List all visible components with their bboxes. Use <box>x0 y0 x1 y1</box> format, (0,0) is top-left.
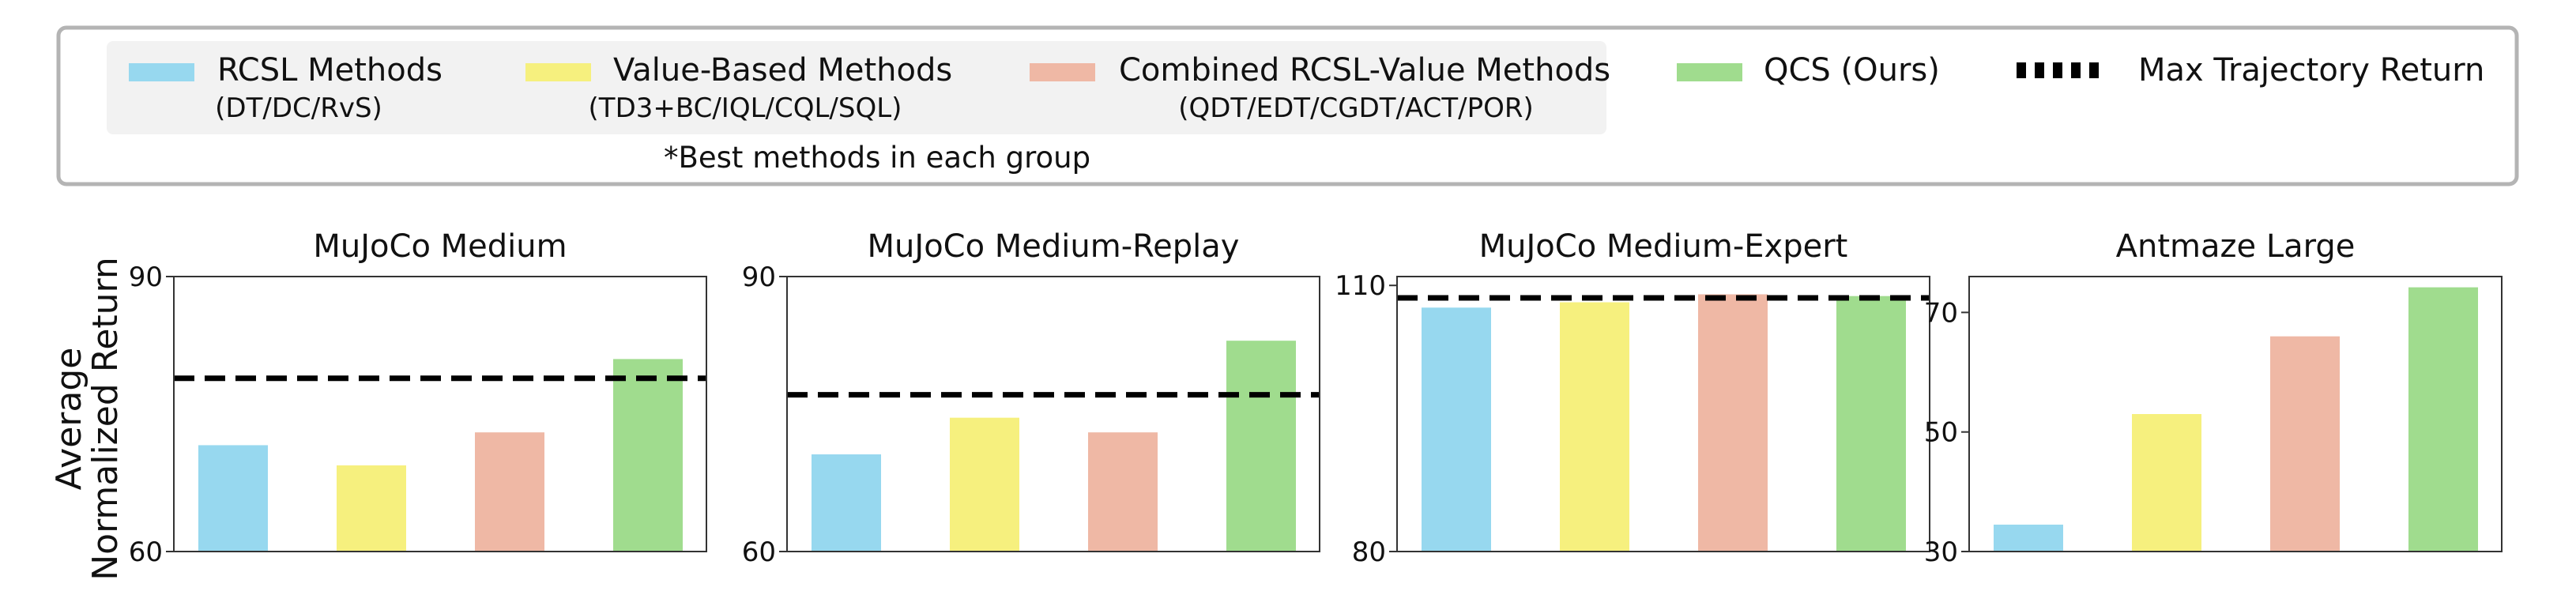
bar-combined <box>1088 432 1158 552</box>
legend-label-value: Value-Based Methods <box>613 52 952 88</box>
y-tick-label: 110 <box>1335 270 1386 302</box>
legend-swatch-rcsl <box>129 63 194 81</box>
y-tick-label: 60 <box>129 537 163 568</box>
plot-frame <box>1968 276 2503 552</box>
bar-value <box>1560 302 1629 552</box>
chart-panel-3: MuJoCo Medium-Expert 80 110 <box>1335 228 1930 568</box>
y-axis-label-line-1: Average <box>49 348 89 491</box>
y-axis-label: Average Normalized Return <box>49 257 126 581</box>
legend-label-qcs: QCS (Ours) <box>1764 52 1940 88</box>
panel-title: MuJoCo Medium <box>313 228 567 265</box>
panel-title: MuJoCo Medium-Expert <box>1479 228 1848 265</box>
bar-qcs <box>1836 296 1906 552</box>
legend-swatch-value <box>525 63 591 81</box>
bar-rcsl <box>1994 524 2063 552</box>
bar-qcs <box>1226 341 1296 552</box>
legend-note: *Best methods in each group <box>664 141 1090 175</box>
chart-panel-1: MuJoCo Medium 60 90 <box>129 228 707 568</box>
y-tick-label: 90 <box>129 262 163 293</box>
plot-frame <box>786 276 1320 552</box>
bar-qcs <box>613 359 683 552</box>
y-tick-label: 90 <box>742 262 776 293</box>
bar-combined <box>2270 336 2340 552</box>
bar-rcsl <box>1422 307 1491 552</box>
bar-value <box>337 465 406 552</box>
legend-label-max-trajectory: Max Trajectory Return <box>2138 52 2484 88</box>
legend-label-rcsl: RCSL Methods <box>217 52 443 88</box>
bar-combined <box>475 432 544 552</box>
bar-rcsl <box>812 454 881 552</box>
y-tick-label: 50 <box>1924 417 1958 449</box>
panel-title: MuJoCo Medium-Replay <box>868 228 1240 265</box>
bar-value <box>950 417 1019 552</box>
y-tick-label: 70 <box>1924 297 1958 329</box>
legend-group-background <box>107 41 1606 134</box>
y-tick-label: 30 <box>1924 537 1958 568</box>
chart-panel-2: MuJoCo Medium-Replay 60 90 <box>742 228 1320 568</box>
bar-combined <box>1698 294 1768 552</box>
bar-rcsl <box>198 445 268 552</box>
plot-frame <box>1396 276 1930 552</box>
chart-panel-4: Antmaze Large 30 50 70 <box>1924 228 2503 568</box>
panel-title: Antmaze Large <box>2116 228 2356 265</box>
legend-label-combined: Combined RCSL-Value Methods <box>1119 52 1610 88</box>
legend-swatch-combined <box>1030 63 1095 81</box>
legend: RCSL Methods (DT/DC/RvS) Value-Based Metho… <box>56 25 2519 186</box>
legend-sublabel-value: (TD3+BC/IQL/CQL/SQL) <box>589 92 902 124</box>
plot-frame <box>173 276 707 552</box>
y-tick-label: 60 <box>742 537 776 568</box>
legend-swatch-qcs <box>1677 63 1742 81</box>
legend-sublabel-combined: (QDT/EDT/CGDT/ACT/POR) <box>1178 92 1534 124</box>
bar-value <box>2132 414 2201 552</box>
bar-qcs <box>2408 287 2478 552</box>
y-axis-label-line-2: Normalized Return <box>85 257 126 581</box>
legend-sublabel-rcsl: (DT/DC/RvS) <box>215 92 382 124</box>
y-tick-label: 80 <box>1352 537 1386 568</box>
